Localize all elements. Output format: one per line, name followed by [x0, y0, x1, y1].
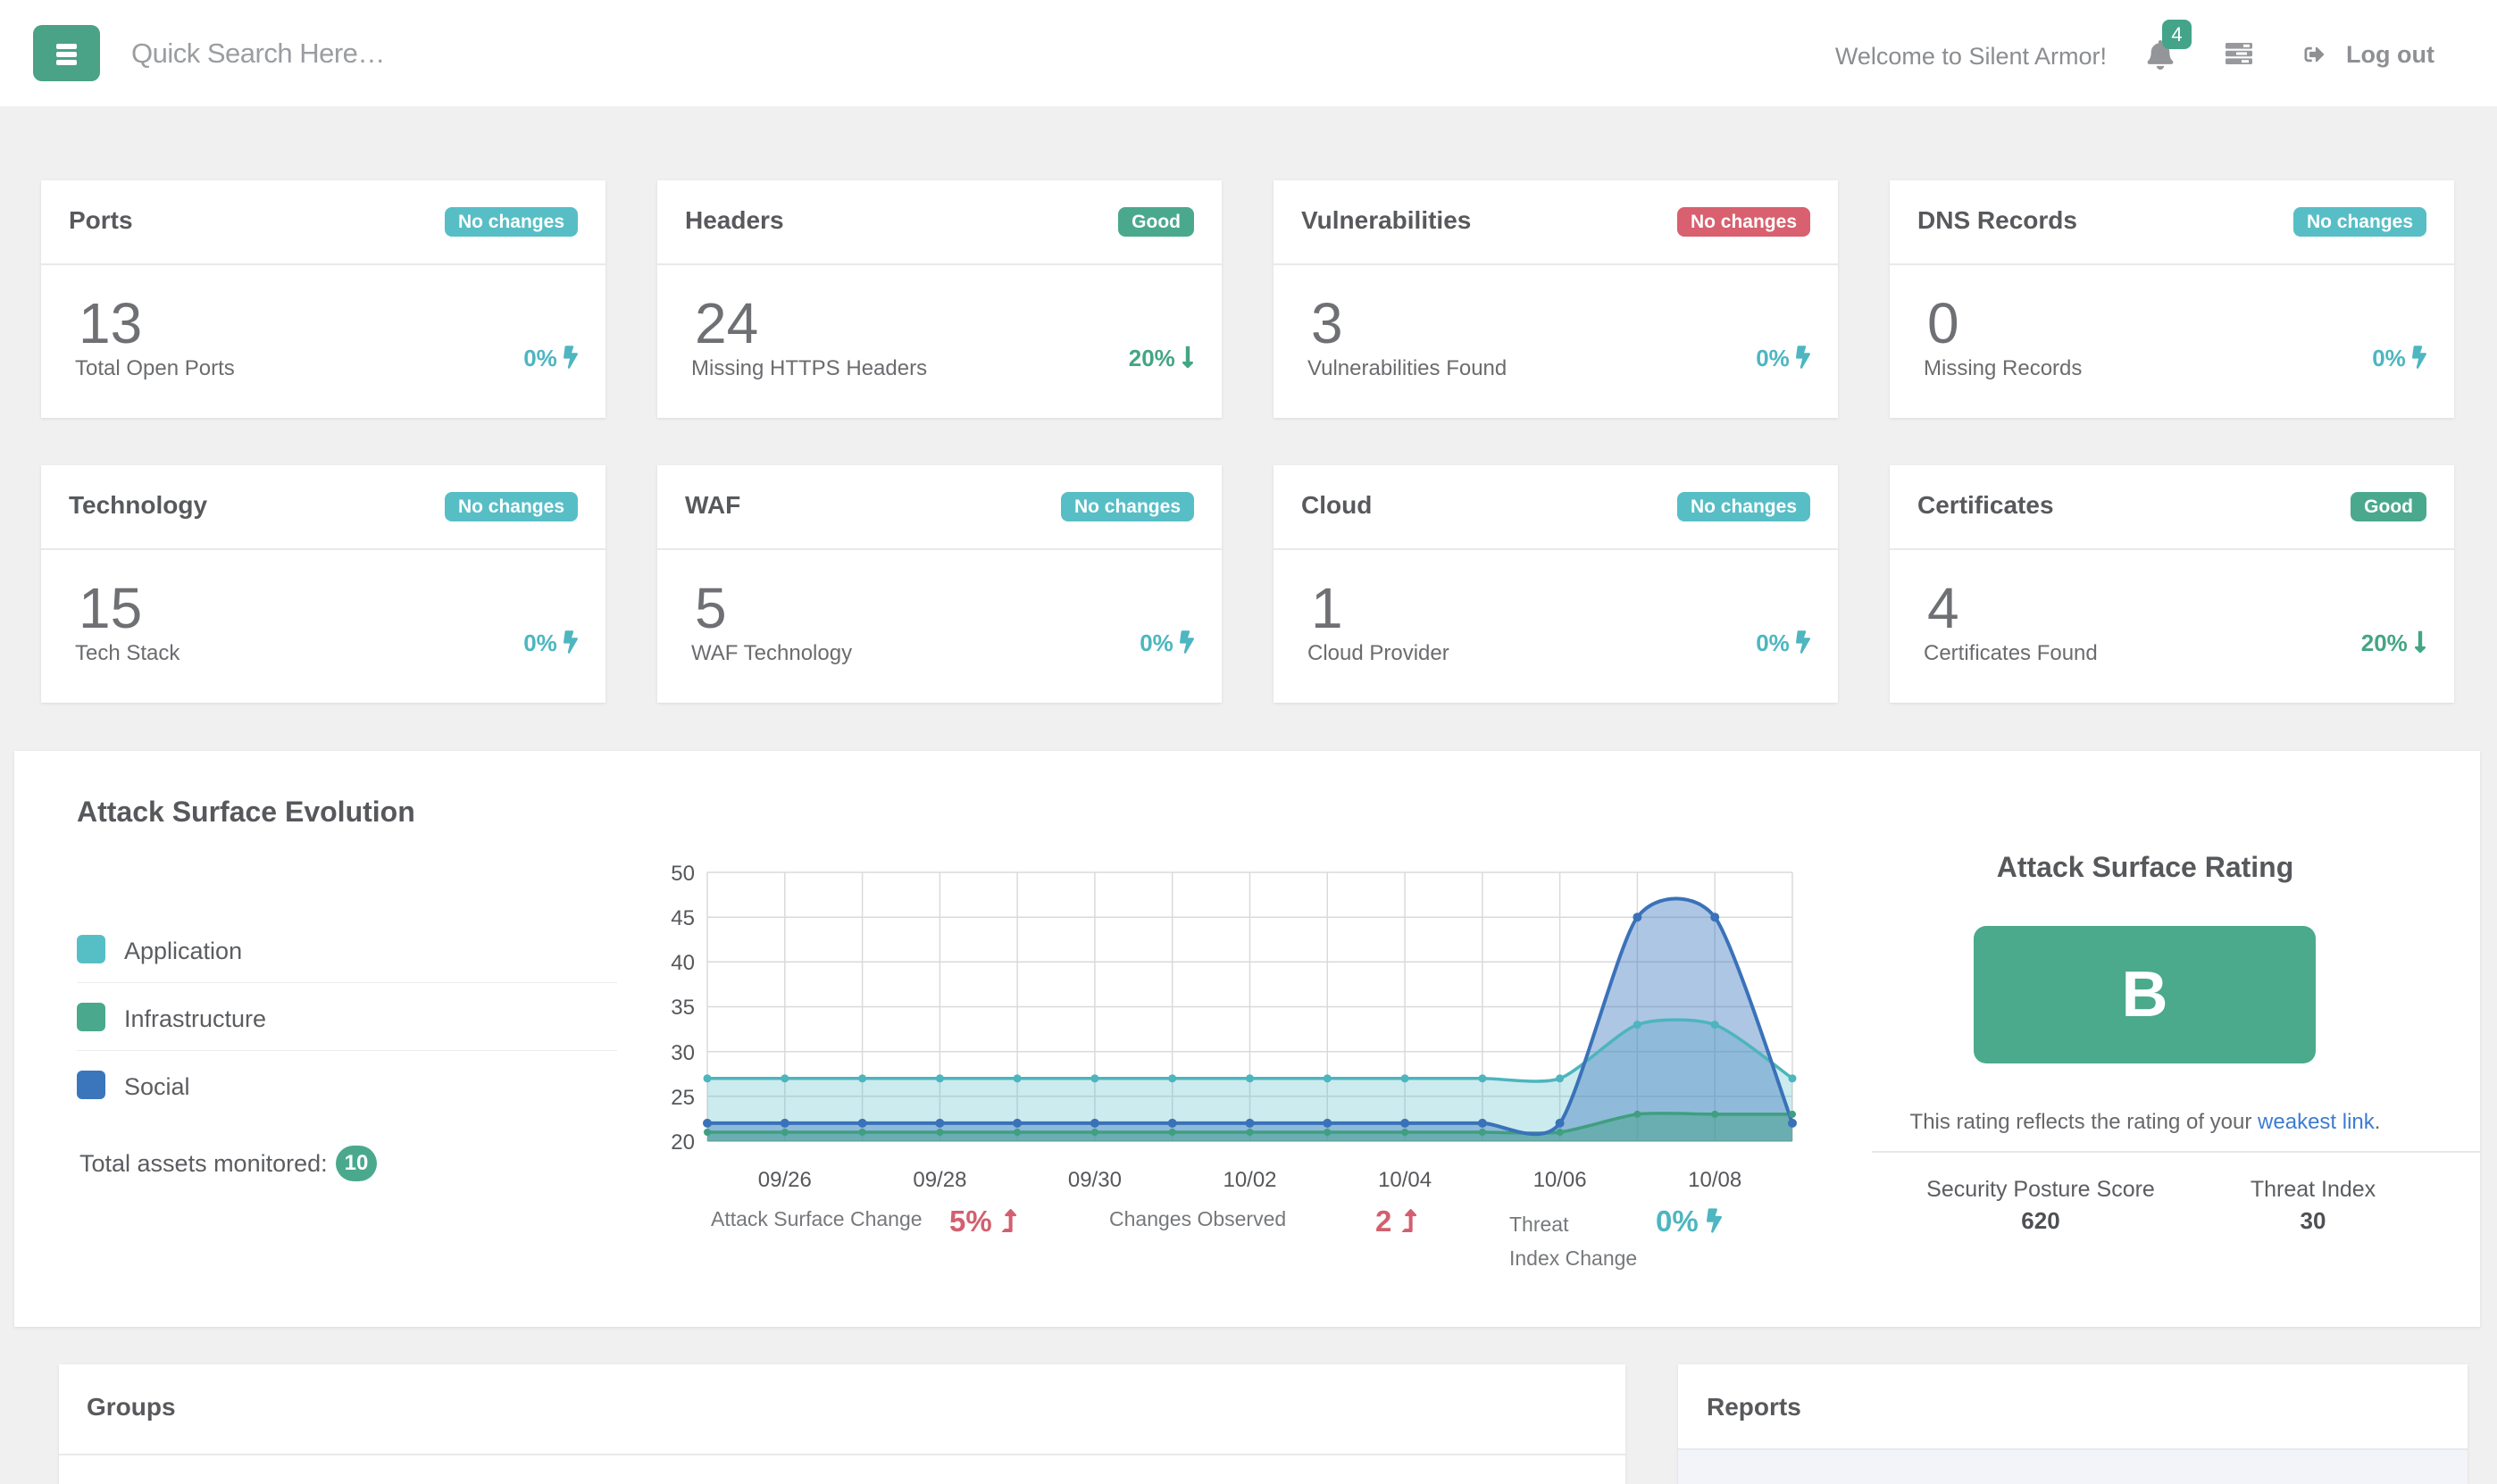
svg-text:10/04: 10/04: [1378, 1168, 1432, 1192]
svg-text:09/26: 09/26: [758, 1168, 812, 1192]
svg-text:35: 35: [671, 996, 695, 1020]
svg-text:25: 25: [671, 1086, 695, 1110]
svg-text:50: 50: [671, 862, 695, 886]
svg-text:09/28: 09/28: [913, 1168, 966, 1192]
svg-text:10/06: 10/06: [1533, 1168, 1587, 1192]
svg-text:40: 40: [671, 951, 695, 975]
svg-text:30: 30: [671, 1041, 695, 1065]
svg-text:20: 20: [671, 1130, 695, 1155]
svg-text:45: 45: [671, 906, 695, 930]
svg-text:09/30: 09/30: [1068, 1168, 1122, 1192]
svg-text:10/02: 10/02: [1223, 1168, 1276, 1192]
svg-text:10/08: 10/08: [1688, 1168, 1741, 1192]
